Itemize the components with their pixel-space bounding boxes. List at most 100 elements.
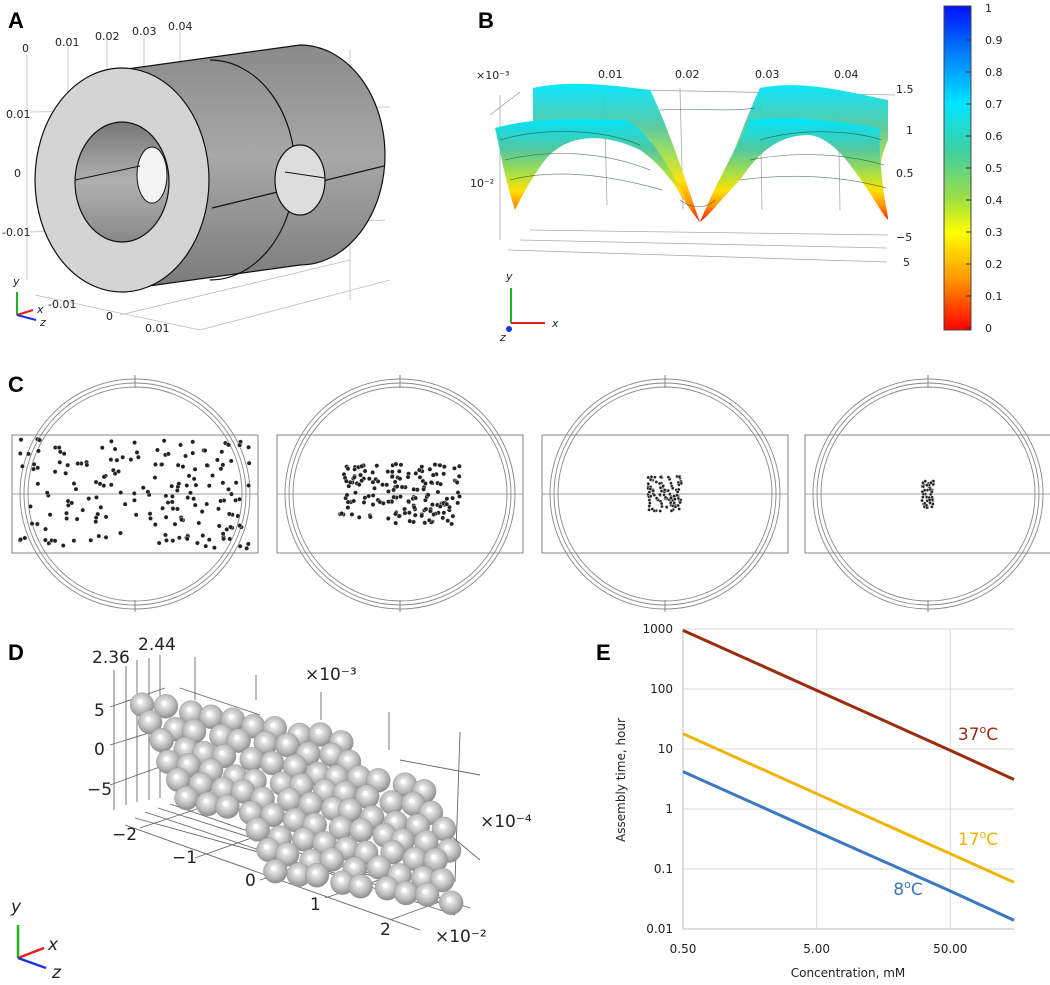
sphere-highlight (270, 865, 276, 871)
panel-a-left-tick: 0.01 (6, 108, 31, 121)
particle (349, 512, 355, 517)
panel-d-multiplier-bottom: ×10⁻² (435, 927, 487, 947)
particle (108, 482, 114, 488)
series-label: 37oC (958, 723, 998, 745)
particle (214, 457, 220, 463)
particle (206, 537, 212, 543)
particle (145, 489, 151, 495)
particle (920, 498, 924, 503)
particle (116, 469, 121, 474)
particle (375, 478, 381, 484)
particle (397, 476, 403, 482)
panel-b-top-tick: 0.02 (675, 68, 700, 81)
particle (666, 475, 671, 480)
particle (120, 454, 126, 460)
sphere (438, 890, 464, 915)
sphere-highlight (327, 749, 333, 755)
particle (118, 490, 124, 495)
sphere (304, 863, 330, 888)
particle (666, 488, 670, 493)
sphere-highlight (219, 750, 225, 756)
sphere-highlight (170, 723, 176, 729)
panel-a-left-tick: 0 (14, 167, 21, 180)
particle (112, 471, 118, 476)
particle (235, 513, 241, 519)
sphere-highlight (418, 872, 424, 878)
particle (370, 493, 376, 498)
particle (161, 438, 167, 444)
particle (646, 481, 651, 486)
particle (225, 442, 231, 448)
particle (203, 543, 209, 549)
particle (385, 469, 391, 474)
particle (421, 486, 427, 492)
sphere (153, 694, 179, 719)
particle (658, 485, 663, 490)
particle (419, 464, 425, 470)
particle (359, 478, 365, 484)
particle (648, 494, 653, 499)
panel-d-multiplier-right: ×10⁻⁴ (480, 812, 532, 832)
particle (226, 486, 231, 492)
sphere-highlight (238, 785, 244, 791)
particle (86, 496, 92, 501)
particle (74, 516, 80, 522)
sphere-highlight (320, 837, 326, 843)
sphere (245, 817, 270, 842)
particle (237, 442, 243, 448)
sphere-highlight (367, 811, 373, 817)
particle (929, 480, 933, 485)
particle (218, 498, 223, 504)
particle (385, 516, 391, 521)
panel-b-multiplier: ×10⁻³ (476, 69, 509, 82)
particle (359, 463, 365, 469)
particle (220, 531, 226, 537)
particle (339, 511, 345, 516)
particle (210, 473, 215, 478)
particle (42, 537, 48, 543)
particle (60, 543, 66, 548)
particle (184, 483, 190, 488)
particle (669, 481, 673, 486)
sphere-highlight (342, 842, 348, 848)
colorbar-tick-label: 0.6 (985, 130, 1003, 143)
y-tick-label: 1 (665, 802, 673, 816)
particle (648, 501, 652, 505)
particle (367, 514, 373, 520)
particle (233, 497, 238, 503)
sphere-highlight (306, 798, 312, 804)
sphere-highlight (344, 756, 350, 762)
particle (353, 490, 358, 496)
particle (61, 451, 67, 457)
sphere-highlight (203, 798, 209, 804)
particle (226, 511, 232, 517)
colorbar-tick-label: 0.3 (985, 226, 1003, 239)
particle (28, 504, 33, 509)
particle (132, 440, 137, 446)
particle (246, 483, 252, 488)
sphere-highlight (216, 730, 222, 736)
particle (450, 495, 455, 501)
sphere-highlight (340, 787, 346, 793)
panel-d-left-tick: 0 (94, 740, 105, 760)
sphere-highlight (313, 768, 319, 774)
sphere-highlight (332, 771, 338, 777)
sphere-highlight (290, 814, 296, 820)
sphere (226, 728, 251, 753)
particle (163, 514, 169, 520)
sphere-highlight (388, 846, 394, 852)
sphere (174, 785, 199, 811)
particle (449, 521, 455, 527)
particle (921, 484, 925, 489)
sphere-highlight (290, 761, 296, 767)
particle (658, 509, 662, 513)
particle (393, 511, 398, 517)
particle (98, 504, 104, 510)
particle (346, 483, 352, 489)
y-tick-label: 1000 (642, 622, 673, 636)
particle (437, 462, 443, 468)
particle (200, 533, 206, 538)
particle (457, 494, 462, 499)
panel-d-left-tick: 5 (94, 701, 105, 721)
y-tick-label: 0.1 (654, 862, 673, 876)
